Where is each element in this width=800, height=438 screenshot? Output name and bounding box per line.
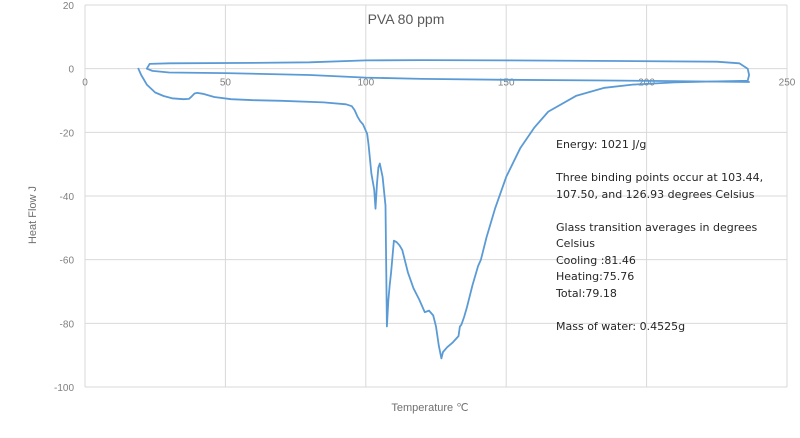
x-tick-label: 0: [82, 78, 88, 89]
heat-flow-series-line: [137, 59, 750, 360]
annotation-energy: Energy: 1021 J/g: [556, 138, 647, 151]
y-axis-tick-labels: 20 0 -20 -40 -60 -80 -100: [54, 1, 74, 394]
y-tick-label: 0: [68, 65, 74, 76]
annotation-spacer: [556, 302, 786, 319]
annotation-cooling: Cooling :81.46: [556, 253, 636, 267]
x-tick-label: 150: [498, 78, 515, 89]
annotation-glass-transition-heading-1: Glass transition averages in degrees: [556, 220, 758, 234]
chart-title: PVA 80 ppm: [368, 11, 445, 27]
annotation-glass-transition-heading-2: Celsius: [556, 237, 595, 250]
annotation-spacer: [556, 154, 786, 171]
y-tick-label: -100: [54, 383, 74, 394]
x-tick-label: 250: [779, 78, 796, 89]
x-tick-label: 50: [220, 78, 232, 89]
annotation-binding-points-2: 107.50, and 126.93 degrees Celsius: [556, 187, 755, 201]
annotation-spacer: [556, 203, 786, 220]
y-tick-label: -40: [60, 192, 75, 203]
y-axis-title: Heat Flow J: [27, 186, 39, 244]
y-tick-label: -20: [60, 128, 75, 139]
x-axis-title: Temperature ℃: [391, 402, 468, 414]
annotation-heating: Heating:75.76: [556, 270, 635, 283]
y-tick-label: 20: [63, 1, 75, 12]
annotation-text-box: Energy: 1021 J/g Three binding points oc…: [556, 137, 786, 335]
annotation-mass-of-water: Mass of water: 0.4525g: [556, 319, 686, 333]
y-tick-label: -60: [60, 256, 75, 267]
y-tick-label: -80: [60, 319, 75, 330]
annotation-total: Total:79.18: [556, 286, 617, 300]
x-tick-label: 100: [357, 78, 374, 89]
annotation-binding-points-1: Three binding points occur at 103.44,: [556, 171, 764, 184]
